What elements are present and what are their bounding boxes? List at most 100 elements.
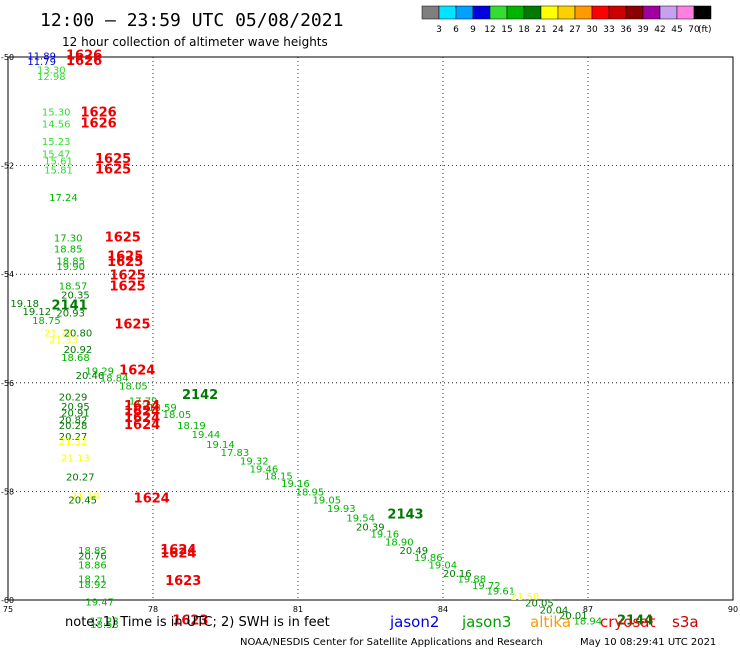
colorbar-swatch [421, 5, 440, 20]
wave-height-label: 20.80 [64, 329, 93, 340]
pass-time-label: 1625 [95, 163, 131, 178]
colorbar-tick-label: 33 [603, 25, 614, 35]
colorbar-tick-label: 15 [501, 25, 512, 35]
colorbar-swatch [676, 5, 695, 20]
wave-height-label: 14.56 [42, 120, 71, 131]
pass-time-label: 1625 [95, 152, 131, 167]
wave-height-label: 20.35 [61, 291, 90, 302]
colorbar-swatch [540, 5, 559, 20]
footer-credit: NOAA/NESDIS Center for Satellite Applica… [240, 637, 543, 648]
pass-time-label: 2142 [182, 388, 218, 403]
wave-height-label: 18.57 [59, 281, 88, 292]
wave-height-label: 15.23 [42, 137, 71, 148]
colorbar-swatch [455, 5, 474, 20]
wave-height-label: 19.47 [85, 597, 114, 608]
colorbar-tick-label: 9 [470, 25, 476, 35]
wave-height-label: 19.05 [313, 495, 342, 506]
wave-height-label: 19.86 [414, 553, 443, 564]
wave-height-label: 12.98 [37, 72, 66, 83]
wave-height-label: 21.50 [511, 592, 540, 603]
wave-height-label: 19.90 [56, 262, 85, 273]
wave-height-label: 18.90 [385, 538, 414, 549]
wave-height-label: 19.14 [206, 440, 235, 451]
colorbar-swatch [693, 5, 712, 20]
pass-time-label: 1624 [124, 404, 160, 419]
pass-time-label: 1626 [81, 117, 117, 132]
colorbar-tick-label: 18 [518, 25, 530, 35]
wave-height-label: 18.85 [78, 546, 107, 557]
colorbar-swatch [659, 5, 678, 20]
wave-height-label: 13.30 [37, 65, 66, 76]
wave-height-label: 18.21 [78, 575, 107, 586]
wave-height-label: 21.10 [71, 492, 100, 503]
wave-height-label: 15.81 [44, 166, 73, 177]
wave-height-label: 20.82 [59, 416, 88, 427]
wave-height-label: 15.47 [42, 149, 71, 160]
pass-time-label: 1625 [110, 269, 146, 284]
page-subtitle: 12 hour collection of altimeter wave hei… [62, 35, 328, 49]
wave-height-label: 19.72 [472, 581, 501, 592]
pass-time-label: 1624 [160, 547, 196, 562]
satellite-legend: jason2 jason3 altika cryosat s3a [389, 613, 699, 631]
colorbar-tick-label: 6 [453, 25, 459, 35]
wave-height-label: 18.86 [78, 561, 107, 572]
pass-time-label: 1624 [124, 399, 160, 414]
wave-height-label: 15.30 [42, 108, 71, 119]
y-tick-label: -60 [1, 596, 14, 605]
colorbar-swatch [472, 5, 491, 20]
map-plot-area: 75 78 81 84 87 90 -50 -52 -54 -56 -58 -60 11.8911.7… [1, 49, 738, 632]
wave-height-label: 17.79 [129, 397, 158, 408]
wave-height-label: 20.95 [61, 402, 90, 413]
x-tick-label: 81 [293, 605, 303, 614]
wave-height-label: 18.92 [78, 580, 107, 591]
wave-height-label: 19.18 [10, 299, 39, 310]
wave-height-label: 19.16 [371, 530, 400, 541]
wave-height-label: 20.27 [59, 432, 88, 443]
wave-height-label: 19.16 [281, 479, 310, 490]
wave-height-label: 19.46 [250, 464, 279, 475]
wave-height-label: 17.83 [221, 448, 250, 459]
wave-height-label: 18.75 [32, 316, 61, 327]
satellite-legend-altika: altika [530, 613, 571, 631]
wave-height-label: 17.23 [90, 616, 119, 627]
colorbar-tick-label: 27 [569, 25, 580, 35]
page-title: 12:00 — 23:59 UTC 05/08/2021 [40, 10, 343, 31]
colorbar-unit: (ft) [698, 25, 712, 35]
pass-time-label: 2144 [617, 613, 653, 628]
wave-height-label: 20.28 [59, 421, 88, 432]
y-tick-label: -54 [1, 270, 14, 279]
wave-height-label: 21.33 [49, 336, 78, 347]
pass-time-label: 1624 [119, 364, 155, 379]
wave-height-label: 18.05 [119, 381, 148, 392]
satellite-legend-jason2: jason2 [389, 613, 439, 631]
wave-height-label: 19.44 [192, 430, 221, 441]
map-frame [7, 56, 734, 601]
pass-time-label: 2143 [387, 508, 423, 523]
wave-height-label: 20.01 [559, 611, 588, 622]
wave-height-label: 19.04 [429, 561, 458, 572]
wave-height-label: 20.76 [78, 551, 107, 562]
wave-height-label: 19.29 [85, 367, 114, 378]
pass-time-label: 1623 [172, 613, 208, 628]
wave-height-label: 20.49 [400, 546, 429, 557]
wave-height-label: 18.68 [61, 353, 90, 364]
wave-height-label: 17.30 [54, 234, 83, 245]
footer-timestamp: May 10 08:29:41 UTC 2021 [580, 637, 716, 648]
colorbar-swatch [591, 5, 610, 20]
wave-height-label: 19.61 [487, 587, 516, 598]
y-tick-label: -52 [1, 162, 14, 171]
wave-height-label: 20.39 [356, 522, 385, 533]
wave-height-label: 18.53 [90, 620, 119, 631]
colorbar-tick-label: 45 [671, 25, 682, 35]
colorbar-legend: 3 6 9 12 15 18 21 24 27 30 33 36 39 42 45 70(ft) [421, 5, 712, 35]
pass-time-label: 1625 [105, 231, 141, 246]
pass-time-label: 1624 [160, 543, 196, 558]
wave-height-label: 21.13 [61, 454, 90, 465]
wave-height-label: 11.89 [27, 52, 56, 63]
x-tick-label: 87 [583, 605, 593, 614]
pass-time-label: 1625 [107, 255, 143, 270]
gridlines [8, 57, 733, 600]
colorbar-swatch [438, 5, 457, 20]
